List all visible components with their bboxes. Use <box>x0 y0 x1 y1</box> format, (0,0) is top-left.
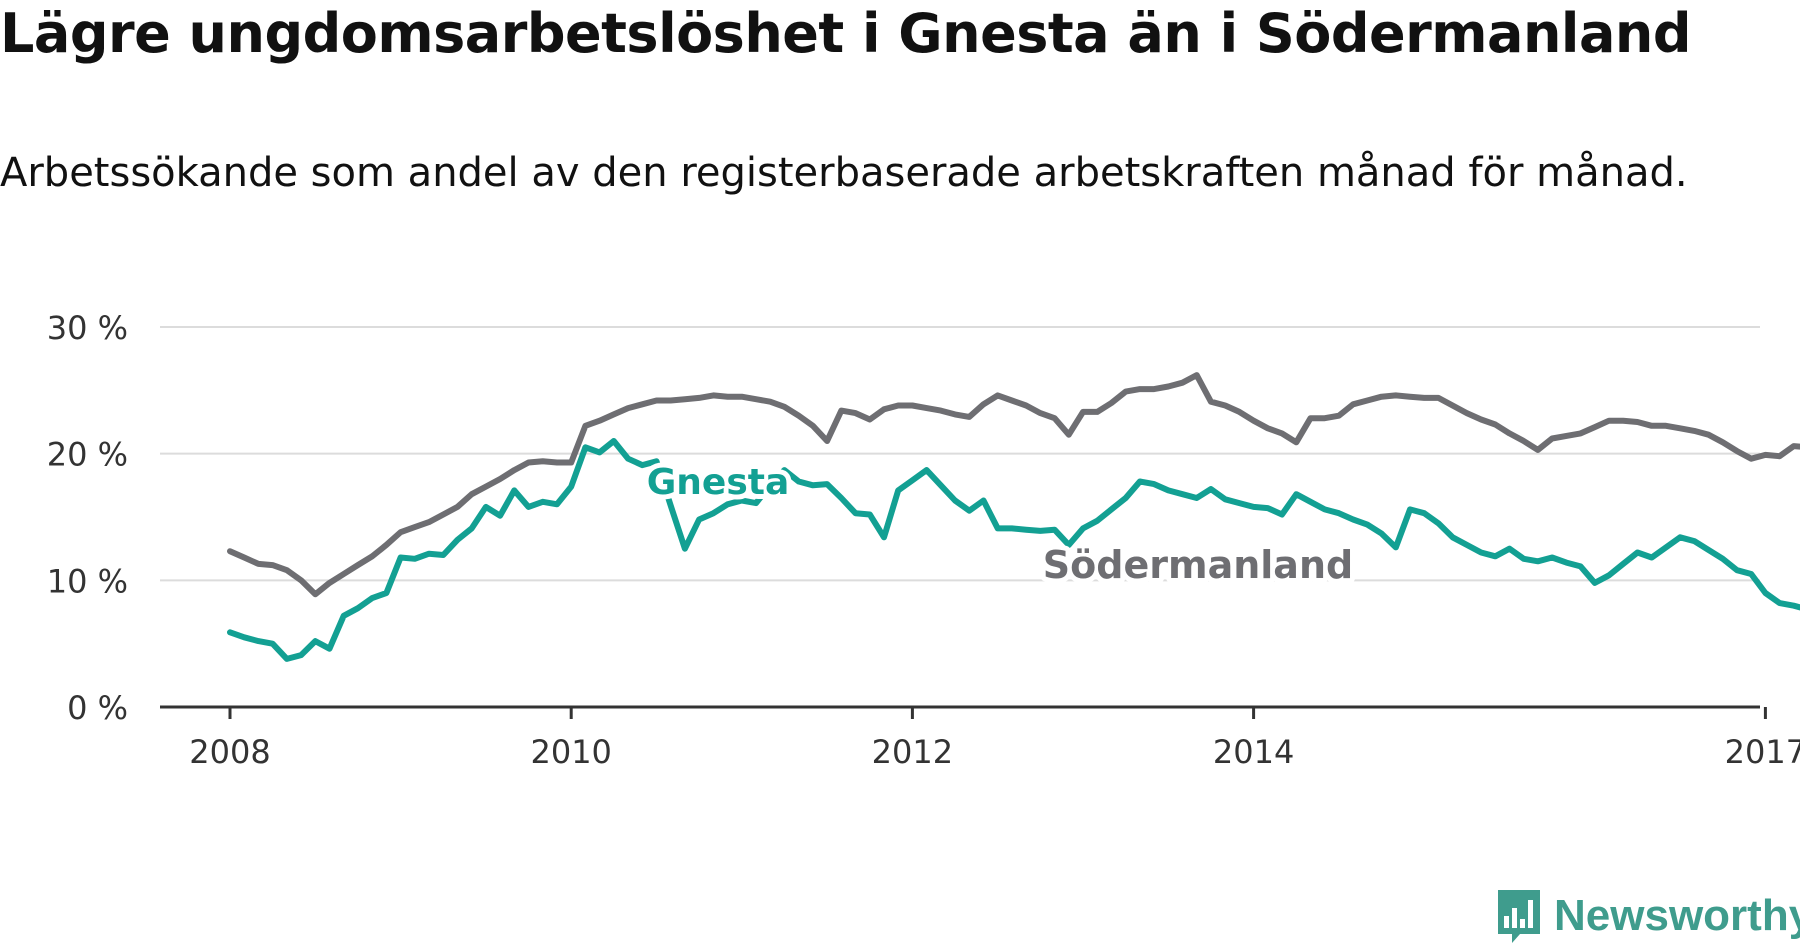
x-tick-label: 2017 <box>1725 733 1800 771</box>
brand-name: Newsworthy <box>1554 891 1800 940</box>
series-line-södermanland <box>227 372 1800 598</box>
chart-title: Lägre ungdomsarbetslöshet i Gnesta än i … <box>0 2 1691 65</box>
series-label-sodermanland-halo: Södermanland <box>1043 543 1353 587</box>
series-label-gnesta: Gnesta <box>647 462 790 503</box>
newsworthy-logo-icon <box>1498 890 1540 943</box>
y-tick-label: 20 % <box>47 436 128 474</box>
x-tick-label: 2012 <box>872 733 953 771</box>
series-labels: GnestaGnestaSödermanlandSödermanland10,4… <box>642 457 1358 592</box>
newsworthy-brand[interactable]: Newsworthy <box>1494 886 1800 946</box>
y-tick-label: 0 % <box>67 689 128 727</box>
series-label-sodermanland: Södermanland <box>1043 543 1353 587</box>
series-label-gnesta-halo: Gnesta <box>647 462 790 503</box>
x-tick-label: 2014 <box>1213 733 1294 771</box>
series-lines <box>227 372 1800 662</box>
y-tick-label: 10 % <box>47 562 128 600</box>
grid-lines <box>160 326 1760 582</box>
axes: 0 %10 %20 %30 %2008201020122014201720192… <box>47 309 1800 771</box>
series-line-gnesta <box>227 438 1800 662</box>
chart-subtitle: Arbetssökande som andel av den registerb… <box>0 150 1688 196</box>
x-tick-label: 2008 <box>189 733 270 771</box>
x-tick-label: 2010 <box>530 733 611 771</box>
y-tick-label: 30 % <box>47 309 128 347</box>
